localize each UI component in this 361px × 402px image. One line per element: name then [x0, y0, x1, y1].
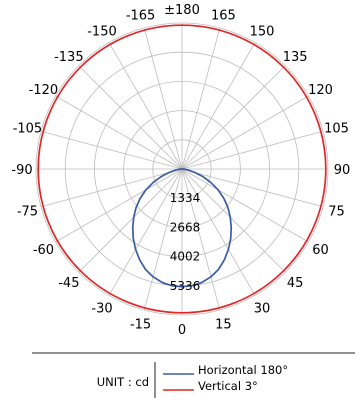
grid-spoke	[78, 168, 183, 273]
radial-tick-labels: 1334 2668 4002 5336	[170, 191, 201, 293]
angle-label: -135	[54, 50, 84, 65]
angle-label: -120	[29, 83, 59, 98]
legend-label-vertical: Vertical 3°	[198, 379, 258, 393]
series-curve-horizontal	[131, 168, 233, 288]
angle-label: 30	[254, 302, 271, 317]
grid-spoke	[181, 168, 221, 311]
unit-label: UNIT : cd	[97, 375, 149, 389]
angle-label: 15	[215, 318, 232, 333]
angle-label: 90	[334, 163, 351, 178]
angle-label: ±180	[164, 3, 200, 18]
radial-tick-label: 1334	[170, 191, 201, 205]
angle-label: 150	[250, 24, 275, 39]
radial-tick-label: 2668	[170, 220, 201, 234]
grid-spoke	[181, 65, 286, 170]
grid-spoke	[78, 65, 183, 170]
grid-spoke	[181, 168, 309, 243]
angle-label: -45	[58, 276, 79, 291]
angle-label: 135	[283, 50, 308, 65]
grid-spoke	[181, 168, 256, 296]
grid-spoke	[55, 95, 183, 170]
grid-spoke	[55, 168, 183, 243]
polar-grid	[35, 22, 329, 316]
grid-spoke	[108, 42, 183, 170]
grid-spoke	[181, 27, 221, 170]
radial-tick-label: 5336	[170, 279, 201, 293]
angle-label: 120	[308, 83, 333, 98]
grid-spoke	[181, 95, 309, 170]
grid-spoke	[181, 130, 324, 170]
angle-label: 60	[312, 243, 329, 258]
legend: UNIT : cd Horizontal 180° Vertical 3°	[32, 352, 355, 398]
angle-label: 75	[328, 204, 345, 219]
legend-label-horizontal: Horizontal 180°	[198, 363, 288, 377]
radial-tick-label: 4002	[170, 250, 201, 264]
grid-spoke	[181, 42, 256, 170]
angle-label: 0	[178, 323, 186, 338]
grid-spoke	[181, 168, 324, 208]
angle-label: -60	[33, 243, 54, 258]
angle-label: -75	[17, 204, 38, 219]
angle-label: -150	[87, 24, 117, 39]
angle-label: -15	[130, 318, 151, 333]
angle-label: -30	[91, 302, 112, 317]
grid-spoke	[181, 168, 286, 273]
series-curves	[37, 24, 327, 314]
grid-spoke	[143, 168, 183, 311]
grid-spoke	[108, 168, 183, 296]
grid-spoke	[40, 168, 183, 208]
grid-spoke	[143, 27, 183, 170]
angle-label: -90	[11, 163, 32, 178]
angle-label: 45	[287, 276, 304, 291]
series-curve-vertical	[37, 24, 327, 314]
angle-label: -165	[126, 8, 156, 23]
angle-label: -105	[13, 122, 43, 137]
angle-label: 165	[211, 8, 236, 23]
angle-label: 105	[324, 122, 349, 137]
grid-spoke	[40, 130, 183, 170]
angle-labels: ±180 165-165150-150135-135120-120105-1059…	[11, 3, 350, 338]
